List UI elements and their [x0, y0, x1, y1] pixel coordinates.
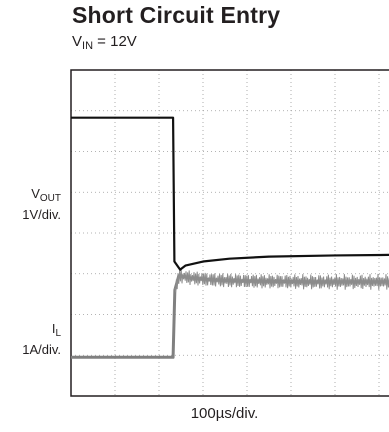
il-symbol: I — [51, 321, 56, 336]
chart-subtitle: VIN = 12V — [72, 33, 137, 52]
il-channel-label: IL 1A/div. — [22, 321, 61, 358]
vout-channel-label: VOUT 1V/div. — [22, 186, 61, 223]
il-trace — [71, 274, 389, 359]
vout-scale: 1V/div. — [22, 207, 61, 222]
il-scale: 1A/div. — [22, 342, 61, 357]
vout-channel-name: VOUT — [22, 186, 61, 207]
x-axis-scale: 100µs/div. — [190, 405, 259, 422]
subtitle-subscript: IN — [82, 40, 94, 52]
vout-subscript: OUT — [39, 193, 61, 204]
plot-frame — [70, 69, 389, 397]
chart-title: Short Circuit Entry — [72, 2, 281, 28]
subtitle-symbol: V — [72, 33, 83, 50]
il-channel-name: IL — [22, 321, 61, 342]
il-trace-noise — [174, 268, 389, 293]
vout-trace — [71, 116, 389, 271]
il-subscript: L — [55, 328, 61, 339]
subtitle-value: = 12V — [93, 33, 137, 50]
vout-symbol: V — [31, 186, 40, 201]
